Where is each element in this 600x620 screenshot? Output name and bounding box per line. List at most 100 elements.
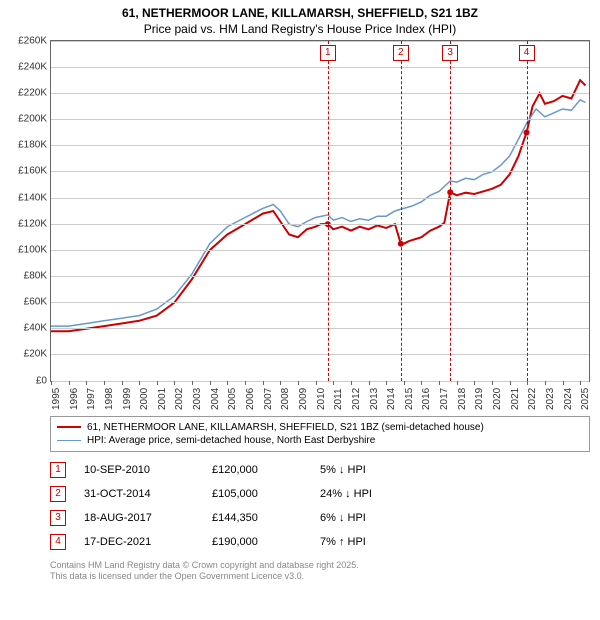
y-axis-label: £120K — [3, 218, 47, 229]
gridline — [51, 302, 589, 303]
x-axis-label: 2012 — [351, 387, 362, 409]
x-axis-label: 2013 — [369, 387, 380, 409]
y-axis-label: £40K — [3, 323, 47, 334]
x-tick — [298, 381, 299, 385]
x-axis-label: 2019 — [474, 387, 485, 409]
y-axis-label: £80K — [3, 270, 47, 281]
x-axis-label: 1997 — [86, 387, 97, 409]
x-tick — [86, 381, 87, 385]
x-axis-label: 2008 — [280, 387, 291, 409]
gridline — [51, 93, 589, 94]
y-axis-label: £140K — [3, 192, 47, 203]
event-date: 17-DEC-2021 — [84, 536, 194, 548]
x-tick — [404, 381, 405, 385]
x-axis-label: 1998 — [104, 387, 115, 409]
x-axis-label: 2017 — [439, 387, 450, 409]
event-date: 10-SEP-2010 — [84, 464, 194, 476]
x-axis-label: 2005 — [227, 387, 238, 409]
event-number: 3 — [50, 510, 66, 526]
event-marker-line — [401, 41, 402, 381]
chart-title: 61, NETHERMOOR LANE, KILLAMARSH, SHEFFIE… — [0, 0, 600, 22]
x-axis-label: 2024 — [563, 387, 574, 409]
event-price: £120,000 — [212, 464, 302, 476]
x-axis-label: 2018 — [457, 387, 468, 409]
x-axis-label: 2002 — [174, 387, 185, 409]
legend-item-hpi: HPI: Average price, semi-detached house,… — [57, 434, 583, 447]
x-tick — [227, 381, 228, 385]
x-axis-label: 1995 — [51, 387, 62, 409]
x-tick — [192, 381, 193, 385]
x-tick — [527, 381, 528, 385]
event-marker-box: 4 — [519, 45, 535, 61]
x-axis-label: 2007 — [263, 387, 274, 409]
footer-line: This data is licensed under the Open Gov… — [50, 571, 590, 583]
gridline — [51, 250, 589, 251]
x-axis-label: 1999 — [122, 387, 133, 409]
x-tick — [492, 381, 493, 385]
gridline — [51, 276, 589, 277]
x-tick — [563, 381, 564, 385]
x-tick — [333, 381, 334, 385]
footer-line: Contains HM Land Registry data © Crown c… — [50, 560, 590, 572]
event-marker-line — [527, 41, 528, 381]
x-tick — [439, 381, 440, 385]
event-delta: 7% ↑ HPI — [320, 536, 410, 548]
x-axis-label: 2010 — [316, 387, 327, 409]
x-axis-label: 2021 — [510, 387, 521, 409]
event-number: 2 — [50, 486, 66, 502]
event-price: £190,000 — [212, 536, 302, 548]
legend-label: HPI: Average price, semi-detached house,… — [87, 435, 375, 446]
footer: Contains HM Land Registry data © Crown c… — [50, 560, 590, 583]
legend-label: 61, NETHERMOOR LANE, KILLAMARSH, SHEFFIE… — [87, 422, 484, 433]
gridline — [51, 381, 589, 382]
event-row: 4 17-DEC-2021 £190,000 7% ↑ HPI — [50, 530, 590, 554]
x-axis-label: 2014 — [386, 387, 397, 409]
x-tick — [545, 381, 546, 385]
x-axis-label: 2023 — [545, 387, 556, 409]
series-line-hpi — [51, 99, 586, 325]
event-row: 318-AUG-2017£144,3506% ↓ HPI — [50, 506, 590, 530]
x-axis-label: 2011 — [333, 388, 344, 410]
event-price: £105,000 — [212, 488, 302, 500]
event-row: 110-SEP-2010£120,0005% ↓ HPI — [50, 458, 590, 482]
x-tick — [386, 381, 387, 385]
event-delta: 24% ↓ HPI — [320, 488, 410, 500]
x-axis-label: 2022 — [527, 387, 538, 409]
y-axis-label: £180K — [3, 140, 47, 151]
x-axis-label: 2015 — [404, 387, 415, 409]
event-price: £144,350 — [212, 512, 302, 524]
legend-swatch — [57, 426, 81, 428]
gridline — [51, 354, 589, 355]
y-axis-label: £240K — [3, 61, 47, 72]
x-tick — [104, 381, 105, 385]
x-tick — [351, 381, 352, 385]
x-axis-label: 2001 — [157, 387, 168, 409]
event-marker-box: 2 — [393, 45, 409, 61]
event-marker-box: 1 — [320, 45, 336, 61]
x-tick — [69, 381, 70, 385]
x-tick — [51, 381, 52, 385]
event-number: 4 — [50, 534, 66, 550]
gridline — [51, 224, 589, 225]
y-axis-label: £0 — [3, 375, 47, 386]
x-tick — [474, 381, 475, 385]
x-tick — [580, 381, 581, 385]
y-axis-label: £60K — [3, 297, 47, 308]
chart-container: 61, NETHERMOOR LANE, KILLAMARSH, SHEFFIE… — [0, 0, 600, 583]
x-axis-label: 2025 — [580, 387, 591, 409]
legend-swatch — [57, 440, 81, 441]
x-tick — [457, 381, 458, 385]
x-tick — [122, 381, 123, 385]
x-axis-label: 1996 — [69, 387, 80, 409]
event-marker-line — [328, 41, 329, 381]
y-axis-label: £260K — [3, 35, 47, 46]
event-date: 18-AUG-2017 — [84, 512, 194, 524]
legend: 61, NETHERMOOR LANE, KILLAMARSH, SHEFFIE… — [50, 416, 590, 452]
y-axis-label: £100K — [3, 244, 47, 255]
chart-subtitle: Price paid vs. HM Land Registry's House … — [0, 22, 600, 40]
x-tick — [210, 381, 211, 385]
gridline — [51, 328, 589, 329]
gridline — [51, 67, 589, 68]
gridline — [51, 41, 589, 42]
gridline — [51, 198, 589, 199]
